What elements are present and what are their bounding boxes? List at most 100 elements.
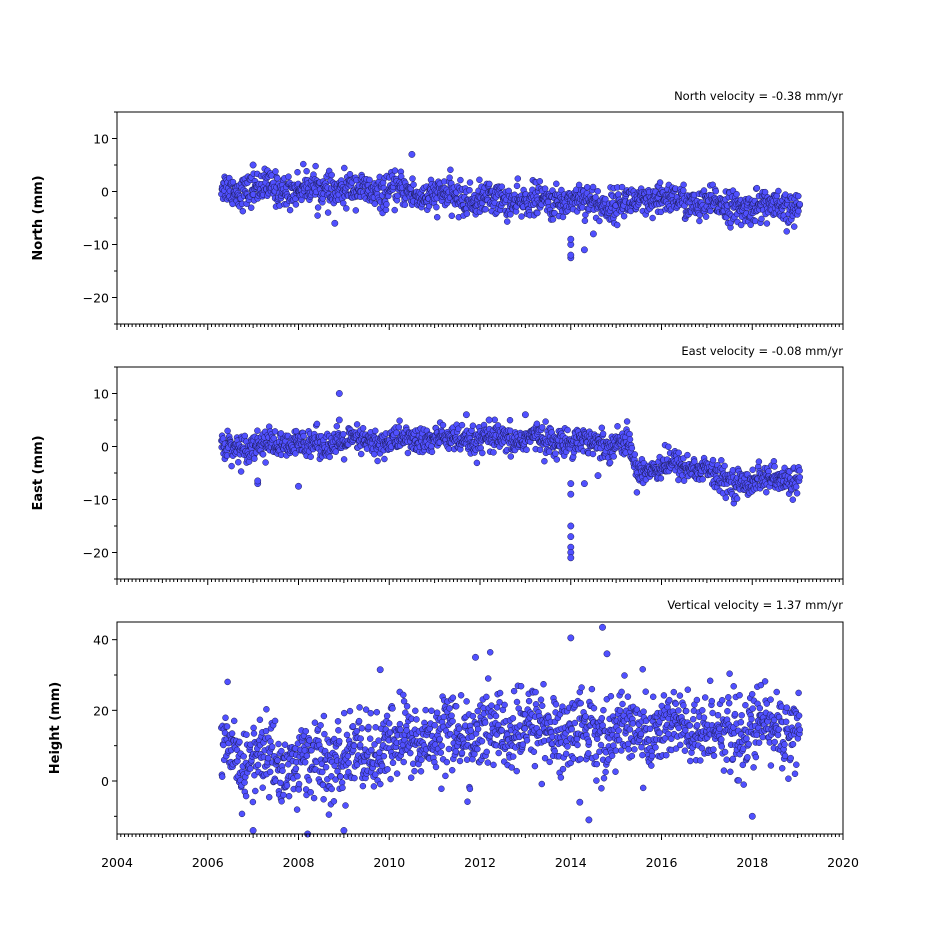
height-data-point (458, 749, 466, 757)
height-data-point (718, 743, 726, 750)
x-tick-label: 2016 (646, 855, 678, 870)
north-y-ticks: 10 0 −10 −20 (83, 111, 117, 325)
height-data-point (773, 688, 780, 696)
height-data-point (656, 729, 663, 737)
height-data-point (492, 712, 500, 720)
height-data-point (521, 725, 529, 732)
east-data-point (610, 453, 617, 460)
east-data-point (428, 448, 436, 456)
height-data-point (598, 785, 605, 792)
height-data-point (466, 785, 474, 793)
height-data-point (254, 761, 262, 769)
north-data-point (513, 182, 521, 190)
height-data-point (358, 725, 366, 732)
height-data-point (648, 762, 655, 769)
north-data-point (391, 206, 398, 214)
height-data-point (383, 712, 391, 720)
height-data-point (593, 760, 601, 768)
north-panel: North velocity = -0.38 mm/yr North (mm) … (31, 89, 844, 330)
north-data-points (218, 150, 804, 262)
east-panel: East velocity = -0.08 mm/yr East (mm) 10… (31, 344, 844, 585)
east-data-point (237, 468, 245, 475)
height-data-point (774, 731, 782, 739)
height-data-point (292, 765, 300, 772)
height-data-point (723, 756, 730, 763)
height-data-point (241, 779, 248, 786)
east-data-point (224, 427, 231, 435)
height-data-point (729, 755, 737, 763)
north-data-point (589, 183, 597, 191)
north-data-point (486, 180, 493, 188)
height-data-point (437, 749, 445, 756)
height-data-point (510, 687, 518, 695)
east-data-point (254, 427, 261, 434)
east-data-point (626, 436, 634, 443)
height-data-point (670, 688, 678, 696)
north-data-point (328, 171, 335, 179)
height-data-point (686, 722, 694, 729)
height-data-point (675, 724, 682, 732)
north-data-point (498, 183, 506, 190)
height-data-point (607, 692, 615, 700)
east-data-point (536, 446, 544, 454)
height-outlier-point (576, 798, 584, 806)
height-data-point (532, 688, 539, 696)
height-data-point (546, 758, 553, 766)
height-data-point (639, 784, 647, 792)
height-data-point (446, 705, 453, 712)
height-data-point (509, 753, 517, 760)
east-data-point (789, 496, 797, 503)
north-y-tick-label: 0 (101, 185, 109, 200)
height-data-point (285, 792, 293, 800)
east-data-point (307, 453, 314, 461)
north-data-point (343, 205, 350, 212)
north-data-point (702, 213, 710, 220)
north-data-point (680, 187, 687, 194)
height-data-point (616, 707, 624, 714)
height-data-point (624, 693, 632, 700)
north-outlier-point (249, 161, 257, 169)
east-data-point (235, 458, 242, 466)
height-data-point (335, 727, 342, 734)
height-data-point (224, 678, 231, 686)
height-data-point (767, 696, 774, 703)
east-data-point (709, 456, 717, 464)
height-data-point (552, 701, 560, 708)
north-y-tick-label: 10 (93, 132, 109, 147)
height-data-point (677, 741, 684, 749)
east-outlier-point (295, 482, 302, 490)
north-data-point (272, 168, 279, 175)
height-data-point (625, 746, 632, 753)
east-y-tick-label: 10 (93, 387, 109, 402)
height-data-point (278, 798, 285, 805)
north-data-point (503, 218, 511, 225)
east-outlier-point (254, 477, 262, 485)
height-data-point (593, 777, 600, 784)
height-data-point (666, 696, 673, 704)
height-data-point (384, 766, 391, 773)
north-data-point (448, 212, 456, 220)
height-data-point (483, 693, 490, 701)
north-data-point (602, 195, 609, 203)
height-data-point (501, 701, 508, 709)
height-data-point (223, 723, 231, 730)
height-data-point (626, 726, 634, 733)
east-data-point (439, 421, 447, 429)
height-data-point (342, 802, 349, 809)
height-data-point (456, 757, 464, 765)
east-data-point (718, 457, 725, 464)
height-panel: Vertical velocity = 1.37 mm/yr Height (m… (48, 598, 844, 840)
east-data-point (533, 420, 541, 428)
height-data-point (791, 770, 799, 778)
east-outlier-point (485, 416, 493, 424)
east-data-point (300, 432, 307, 440)
height-data-point (700, 714, 708, 721)
height-data-point (486, 649, 494, 656)
east-data-point (381, 455, 388, 463)
north-data-point (507, 211, 514, 218)
height-data-point (400, 758, 407, 766)
north-data-point (656, 179, 664, 186)
height-data-point (385, 720, 393, 727)
east-data-point (374, 457, 381, 465)
north-data-point (397, 173, 405, 180)
